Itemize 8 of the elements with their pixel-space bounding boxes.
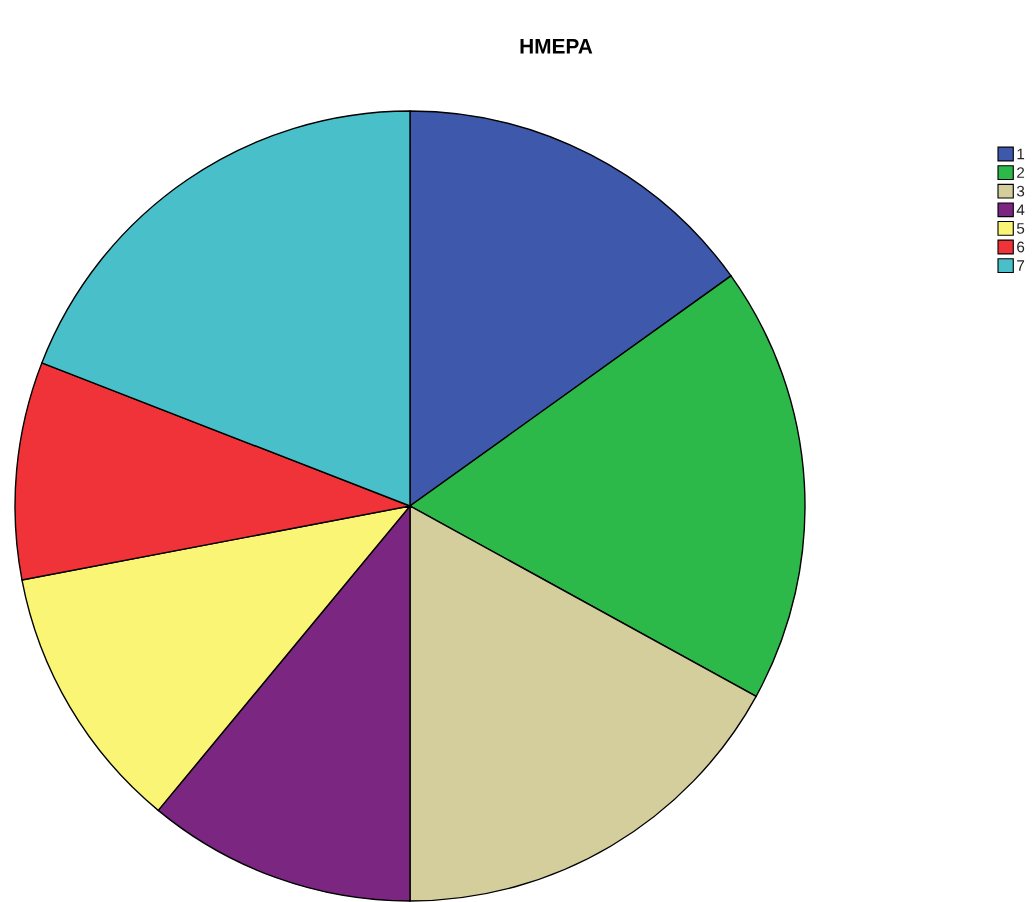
legend-label: 2	[1017, 167, 1025, 178]
legend-label: 1	[1017, 148, 1025, 160]
legend-label: 3	[1016, 185, 1025, 197]
chart-title: ΗΜΕΡΑ	[520, 39, 593, 54]
legend-label: 7	[1017, 260, 1025, 271]
legend-label: 4	[1016, 204, 1025, 216]
legend-label: 6	[1017, 241, 1025, 253]
legend-label: 5	[1016, 223, 1025, 234]
